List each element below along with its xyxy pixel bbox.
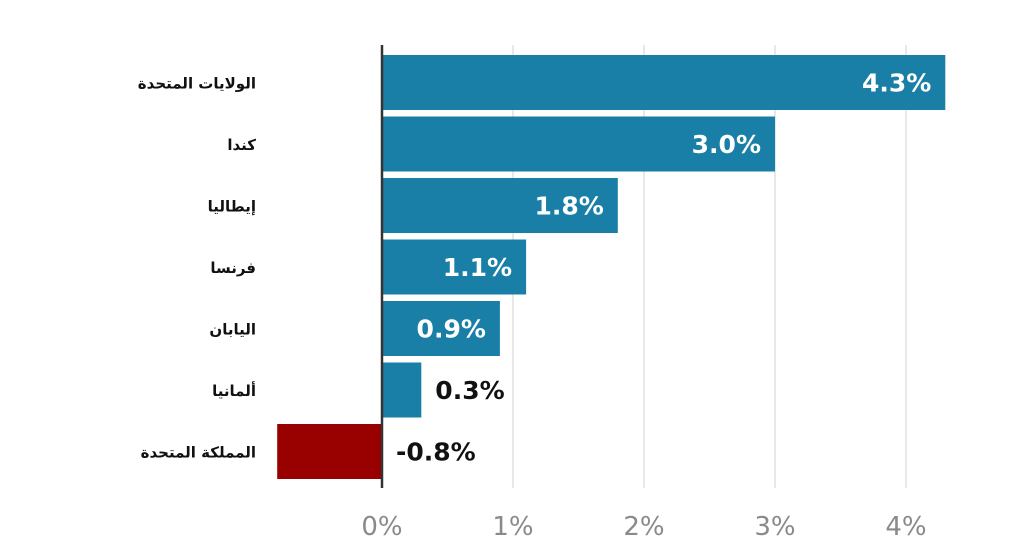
bar <box>277 424 382 479</box>
value-labels: 4.3% 3.0% 1.8% 1.1% 0.9% 0.3% -0.8% <box>396 69 931 467</box>
x-tick-label: 3% <box>754 512 795 542</box>
x-tick-label: 2% <box>623 512 664 542</box>
bar <box>382 362 422 418</box>
bar <box>382 239 527 295</box>
bar <box>382 301 500 356</box>
category-labels: الولايات المتحدة كندا إيطاليا فرنسا اليابان أ… <box>138 75 256 462</box>
value-label: 4.3% <box>862 69 931 98</box>
category-label: ألمانيا <box>212 381 256 400</box>
bar <box>382 116 775 172</box>
category-label: فرنسا <box>210 259 256 277</box>
value-label: 0.3% <box>435 376 504 405</box>
category-label: الولايات المتحدة <box>138 75 256 93</box>
value-label: 1.1% <box>443 253 512 282</box>
x-tick-label: 0% <box>361 512 402 542</box>
x-tick-label: 1% <box>492 512 533 542</box>
category-label: اليابان <box>209 321 256 339</box>
value-label: -0.8% <box>396 438 476 467</box>
value-label: 3.0% <box>692 130 761 159</box>
x-axis-tick-labels: 0% 1% 2% 3% 4% <box>361 512 926 542</box>
category-label: إيطاليا <box>208 198 256 216</box>
category-label: المملكة المتحدة <box>141 444 256 462</box>
category-label: كندا <box>227 136 256 154</box>
x-tick-label: 4% <box>885 512 926 542</box>
bars <box>277 55 946 479</box>
bar <box>382 178 618 233</box>
value-label: 1.8% <box>534 192 603 221</box>
bar <box>382 55 946 110</box>
value-label: 0.9% <box>417 315 486 344</box>
gridlines <box>512 45 907 488</box>
